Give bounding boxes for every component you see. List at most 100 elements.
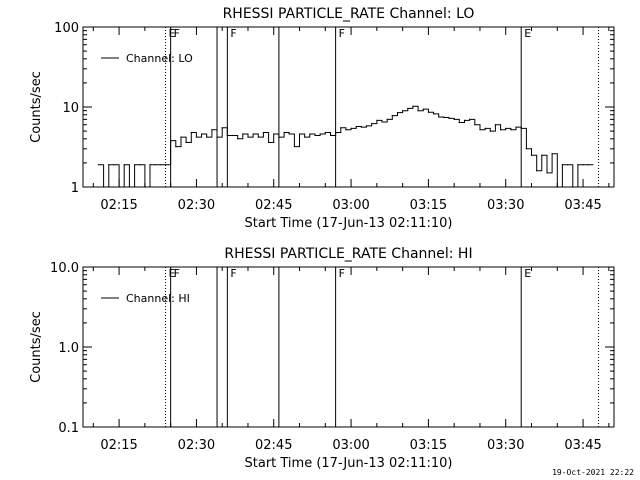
data-point: [231, 134, 234, 137]
data-point: [108, 164, 110, 166]
x-tick-label: 02:15: [100, 198, 137, 213]
x-tick-label: 03:15: [410, 438, 447, 453]
data-point: [443, 116, 445, 119]
event-marker-label: E: [524, 267, 531, 280]
x-axis-label: Start Time (17-Jun-13 02:11:10): [245, 456, 453, 471]
data-point: [118, 186, 120, 188]
data-point: [587, 164, 589, 166]
data-point: [422, 108, 424, 110]
x-tick-label: 02:30: [178, 438, 215, 453]
y-axis-label: Counts/sec: [29, 71, 44, 143]
data-point: [376, 119, 378, 121]
data-point: [381, 121, 383, 123]
chart-title: RHESSI PARTICLE_RATE Channel: HI: [224, 246, 472, 262]
data-point: [345, 129, 347, 131]
data-point: [273, 133, 275, 135]
data-point: [154, 164, 156, 166]
data-point: [247, 136, 249, 138]
data-point: [216, 136, 218, 138]
data-point: [567, 164, 569, 166]
event-marker-label: F: [230, 267, 236, 280]
y-tick-label: 100: [54, 21, 79, 36]
data-point: [164, 164, 167, 166]
data-point: [201, 133, 203, 135]
data-point: [211, 129, 213, 131]
data-point: [304, 136, 306, 138]
data-point: [577, 164, 579, 166]
data-point: [221, 127, 223, 129]
data-point: [371, 123, 373, 125]
data-point: [402, 110, 404, 112]
data-point: [572, 186, 574, 188]
data-point: [515, 126, 517, 128]
legend-label: Channel: LO: [126, 52, 193, 65]
x-tick-label: 03:15: [410, 198, 447, 213]
y-tick-label: 1: [71, 181, 79, 196]
data-point: [484, 127, 486, 129]
x-tick-label: 03:30: [487, 198, 524, 213]
data-point: [113, 164, 115, 166]
data-point: [128, 186, 130, 188]
data-point: [360, 126, 362, 128]
data-point: [175, 146, 177, 148]
data-point: [324, 131, 326, 134]
y-tick-label: 0.1: [58, 421, 79, 436]
data-point: [283, 131, 285, 134]
data-point: [546, 172, 548, 174]
data-point: [180, 136, 182, 138]
x-tick-label: 02:45: [255, 198, 292, 213]
data-point: [206, 136, 208, 138]
data-point: [309, 133, 311, 135]
x-tick-label: 03:45: [564, 198, 601, 213]
data-point: [242, 133, 244, 135]
data-point: [159, 164, 161, 166]
data-point: [407, 107, 409, 109]
x-tick-label: 03:00: [332, 438, 369, 453]
event-marker-label: F: [230, 27, 236, 40]
data-point: [268, 141, 270, 144]
plot-frame: [82, 266, 615, 428]
data-point: [103, 186, 105, 188]
data-point: [417, 110, 419, 112]
data-point: [335, 131, 337, 134]
data-point: [262, 131, 264, 134]
data-point: [463, 119, 466, 121]
data-point: [386, 118, 388, 120]
data-point: [298, 133, 301, 135]
data-point: [561, 164, 564, 166]
data-point: [170, 140, 172, 142]
data-point: [541, 154, 543, 156]
data-point: [252, 133, 254, 135]
data-point: [551, 153, 553, 155]
data-point: [314, 134, 316, 137]
x-tick-label: 03:00: [332, 198, 369, 213]
event-marker-label: E: [168, 267, 175, 280]
data-point: [278, 136, 280, 138]
data-point: [530, 154, 533, 156]
legend-label: Channel: HI: [126, 292, 190, 305]
data-point: [469, 118, 471, 120]
data-point: [391, 115, 393, 117]
chart-title: RHESSI PARTICLE_RATE Channel: LO: [223, 6, 475, 22]
data-point: [237, 138, 239, 140]
x-tick-label: 02:45: [255, 438, 292, 453]
data-point: [520, 127, 522, 129]
data-point: [149, 164, 151, 166]
x-tick-label: 03:45: [564, 438, 601, 453]
data-point: [458, 121, 460, 124]
data-point: [293, 146, 295, 148]
data-point: [97, 164, 100, 166]
y-axis-label: Counts/sec: [29, 311, 44, 383]
data-point: [257, 136, 259, 138]
data-point: [123, 164, 125, 166]
event-marker-label: F: [174, 27, 180, 40]
data-point: [433, 113, 435, 115]
data-point: [329, 134, 332, 137]
event-marker-label: F: [339, 27, 345, 40]
data-point: [134, 164, 136, 166]
data-point: [525, 148, 528, 150]
data-point: [139, 164, 141, 166]
event-marker-label: E: [524, 27, 531, 40]
data-point: [453, 118, 455, 120]
